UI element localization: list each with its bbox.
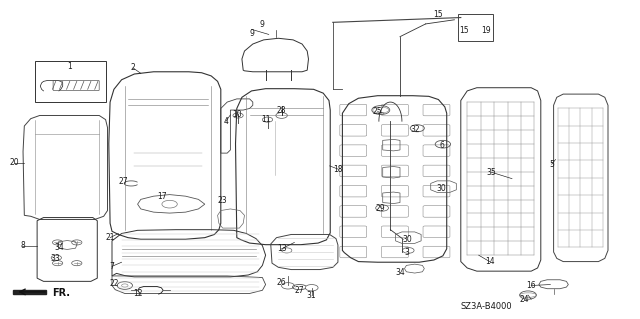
Text: 8: 8 [20,241,25,250]
Text: 32: 32 [410,125,420,134]
Text: 24: 24 [520,295,530,304]
Text: 25: 25 [372,107,383,116]
Text: 6: 6 [439,141,444,150]
Text: 10: 10 [232,110,242,119]
Text: 27: 27 [118,177,128,186]
Text: 15: 15 [459,26,469,35]
Text: SZ3A-B4000: SZ3A-B4000 [461,302,513,311]
Text: 20: 20 [9,158,19,167]
Text: 30: 30 [402,235,412,244]
Text: 30: 30 [436,184,447,193]
Text: 4: 4 [223,117,228,126]
Text: 33: 33 [51,254,61,263]
Text: 29: 29 [375,204,385,213]
Text: 26: 26 [276,278,287,287]
Text: 35: 35 [486,168,497,177]
Text: 9: 9 [249,29,254,38]
Text: 23: 23 [218,197,228,205]
Text: 34: 34 [54,243,65,252]
Text: 14: 14 [484,257,495,266]
Text: 31: 31 [307,291,317,300]
Bar [35,61,106,102]
Text: 9: 9 [260,20,265,29]
Bar [458,14,493,41]
Text: 18: 18 [333,165,342,174]
Text: 15: 15 [433,10,444,19]
Polygon shape [13,290,46,294]
Text: 27: 27 [294,286,305,295]
Text: 21: 21 [106,233,115,242]
Text: 13: 13 [276,244,287,253]
Text: FR.: FR. [52,288,70,299]
Text: 17: 17 [157,192,167,201]
Text: 19: 19 [481,26,492,35]
Text: 12: 12 [133,289,142,298]
Text: 3: 3 [404,248,410,256]
Text: 2: 2 [131,63,136,72]
Text: 28: 28 [277,106,286,115]
Text: 16: 16 [526,281,536,290]
Text: 22: 22 [109,279,118,288]
Text: 11: 11 [262,115,271,124]
Text: 34: 34 [396,268,406,277]
Text: 7: 7 [109,262,115,271]
Text: 1: 1 [67,62,72,70]
Text: 5: 5 [549,160,554,169]
